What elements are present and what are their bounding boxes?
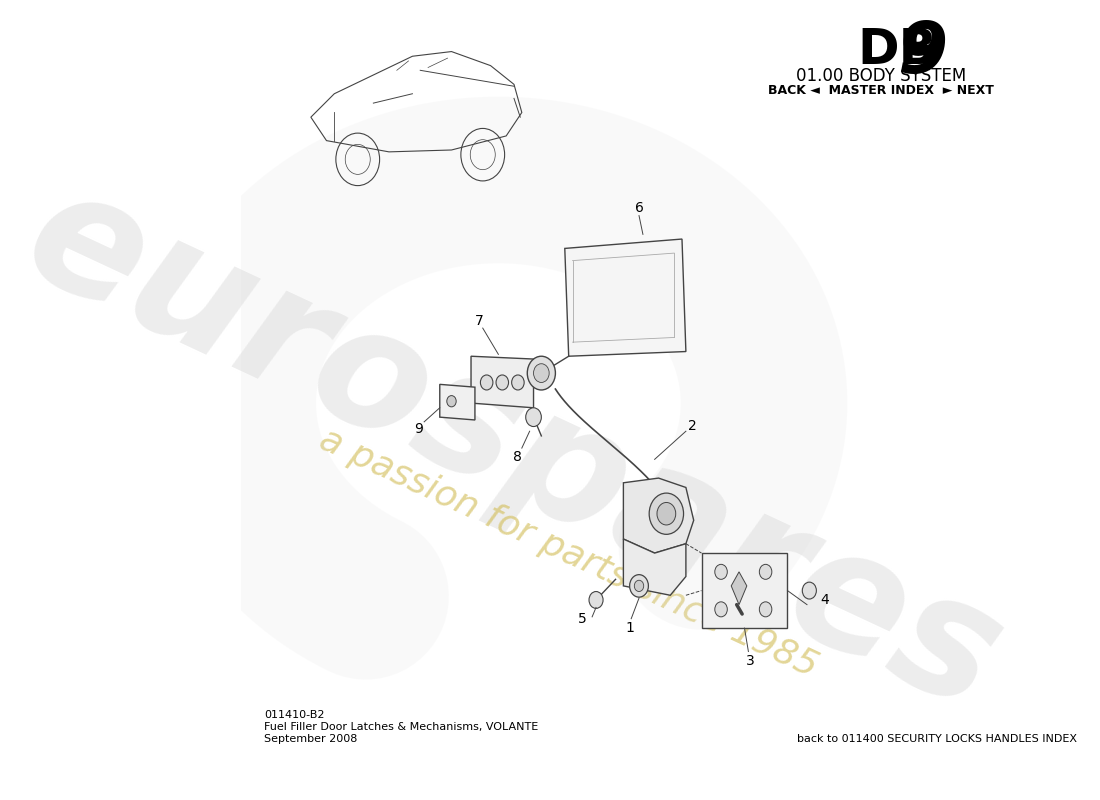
Circle shape	[759, 564, 772, 579]
Text: 3: 3	[746, 654, 755, 668]
Text: a passion for parts since 1985: a passion for parts since 1985	[315, 422, 823, 684]
Text: eurospares: eurospares	[2, 154, 1026, 746]
Circle shape	[447, 395, 456, 407]
Circle shape	[715, 564, 727, 579]
Circle shape	[526, 408, 541, 426]
Text: 1: 1	[625, 621, 634, 635]
Circle shape	[527, 356, 556, 390]
Polygon shape	[732, 572, 747, 605]
Circle shape	[657, 502, 675, 525]
Text: 8: 8	[514, 450, 522, 465]
Text: 9: 9	[896, 18, 947, 88]
Circle shape	[759, 602, 772, 617]
Circle shape	[802, 582, 816, 599]
Text: 01.00 BODY SYSTEM: 01.00 BODY SYSTEM	[796, 67, 967, 86]
Circle shape	[635, 580, 643, 591]
Text: 2: 2	[688, 418, 696, 433]
Text: back to 011400 SECURITY LOCKS HANDLES INDEX: back to 011400 SECURITY LOCKS HANDLES IN…	[796, 734, 1077, 744]
Text: BACK ◄  MASTER INDEX  ► NEXT: BACK ◄ MASTER INDEX ► NEXT	[768, 84, 994, 98]
Text: 5: 5	[579, 612, 587, 626]
Text: Fuel Filler Door Latches & Mechanisms, VOLANTE: Fuel Filler Door Latches & Mechanisms, V…	[264, 722, 538, 732]
Circle shape	[715, 602, 727, 617]
Text: 7: 7	[474, 314, 483, 328]
Text: September 2008: September 2008	[264, 734, 358, 744]
Circle shape	[629, 574, 648, 597]
Circle shape	[534, 364, 549, 382]
Text: 011410-B2: 011410-B2	[264, 710, 324, 720]
Polygon shape	[702, 553, 788, 628]
Circle shape	[481, 375, 493, 390]
Text: 6: 6	[635, 201, 643, 215]
Circle shape	[496, 375, 508, 390]
Circle shape	[649, 493, 683, 534]
Text: DB: DB	[858, 26, 937, 74]
Polygon shape	[440, 384, 475, 420]
Text: 9: 9	[415, 422, 424, 436]
Polygon shape	[624, 539, 686, 595]
Polygon shape	[624, 478, 694, 553]
Polygon shape	[564, 239, 686, 356]
Circle shape	[512, 375, 525, 390]
Circle shape	[588, 591, 603, 608]
Polygon shape	[471, 356, 534, 408]
Text: 4: 4	[821, 593, 829, 607]
